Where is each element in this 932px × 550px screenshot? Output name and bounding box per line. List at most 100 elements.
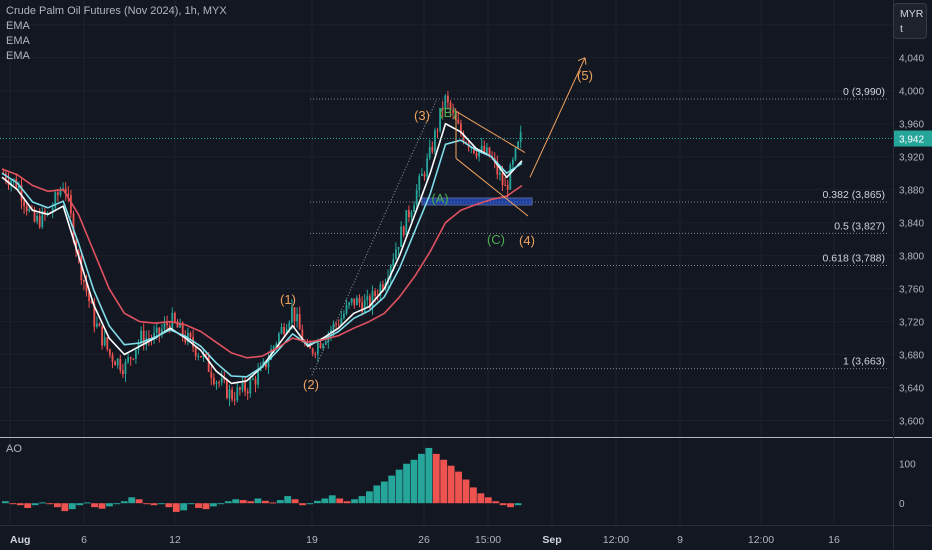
wave-label-3: (B) — [439, 105, 456, 120]
candle-body — [439, 107, 442, 131]
ao-bar — [410, 459, 418, 504]
y-tick-label-0: 3,600 — [899, 417, 924, 428]
candle-body — [98, 323, 101, 327]
wave-5-projection — [529, 57, 586, 178]
ao-bar — [98, 503, 106, 509]
ema-indicator-1[interactable]: EMA — [6, 20, 30, 32]
candle-body — [350, 298, 353, 303]
x-tick-label-3: 19 — [306, 534, 318, 546]
candle-body — [147, 338, 150, 340]
candle-body — [514, 148, 517, 160]
candle-body — [231, 389, 234, 400]
wave-label-2: (3) — [414, 108, 430, 123]
ao-bar — [366, 491, 373, 504]
candle-body — [254, 378, 257, 385]
candle-body — [205, 354, 208, 356]
candle-body — [519, 132, 522, 142]
candle-body — [189, 332, 192, 338]
candle-body — [511, 159, 514, 165]
ao-bar — [2, 501, 9, 504]
candle-body — [475, 153, 478, 157]
candle-body — [324, 342, 327, 345]
ema-lines — [1, 122, 523, 385]
time-axis[interactable]: Aug 6 12 19 26 15:00 Sep 12:00 9 12:00 16 — [10, 534, 840, 546]
candle-body — [106, 337, 109, 350]
candle-body — [420, 173, 423, 176]
candle-body — [184, 336, 187, 343]
candle-body — [194, 347, 197, 357]
candle-body — [168, 325, 171, 330]
candle-body — [80, 255, 83, 281]
candle-body — [257, 370, 260, 385]
candle-body — [145, 338, 148, 345]
currency-unit-button[interactable]: MYR t — [893, 3, 927, 39]
wave-drawings[interactable]: (1) (2) (3) (B) (A) (C) (4) (5) — [280, 57, 593, 392]
candle-body — [290, 307, 293, 323]
candle-body — [275, 343, 278, 347]
ao-bar — [31, 503, 39, 506]
candle-body — [340, 317, 343, 326]
fib-retracement[interactable]: 0 (3,990) 0.382 (3,865) 0.5 (3,827) 0.618 (… — [310, 86, 888, 370]
candle-body — [363, 300, 366, 313]
ao-bar — [91, 503, 98, 508]
x-tick-label-5: 15:00 — [475, 534, 501, 546]
ema-indicator-2[interactable]: EMA — [6, 35, 30, 47]
candle-body — [405, 210, 408, 236]
symbol-title[interactable]: Crude Palm Oil Futures (Nov 2024), 1h, M… — [6, 5, 227, 17]
candle-body — [20, 185, 23, 201]
wave-label-7: (5) — [577, 68, 593, 83]
candle-body — [293, 307, 296, 322]
ao-bar — [336, 498, 344, 504]
ao-bar — [9, 503, 17, 505]
candle-body — [179, 322, 182, 328]
candle-body — [433, 130, 436, 152]
candle-body — [441, 107, 444, 110]
ema-indicator-3[interactable]: EMA — [6, 50, 30, 62]
candle-body — [33, 209, 36, 222]
ao-bar — [195, 503, 202, 508]
ao-bar — [46, 503, 54, 505]
ema-line-3 — [1, 168, 523, 359]
candle-body — [397, 247, 400, 250]
ao-bar — [418, 453, 425, 504]
candle-body — [459, 123, 462, 134]
candle-body — [509, 164, 512, 190]
ao-bar — [217, 503, 225, 505]
y-tick-label-4: 3,760 — [899, 285, 924, 296]
price-axis[interactable]: 3,600 3,640 3,680 3,720 3,760 3,800 3,840 3,880… — [0, 21, 932, 428]
candle-body — [225, 379, 228, 399]
ao-bar — [314, 500, 321, 504]
candle-body — [85, 282, 88, 292]
candle-body — [329, 330, 332, 334]
ao-bar — [172, 503, 180, 512]
candle-body — [264, 361, 267, 368]
candle-body — [25, 206, 28, 212]
candle-body — [197, 356, 200, 358]
x-tick-label-1: 6 — [81, 534, 87, 546]
candle-body — [64, 188, 67, 194]
y-tick-label-10: 4,000 — [899, 87, 924, 98]
candle-body — [506, 185, 509, 190]
candle-body — [379, 284, 382, 297]
candle-body — [337, 324, 340, 326]
candle-body — [446, 95, 449, 103]
candle-body — [171, 312, 174, 330]
x-tick-label-7: 12:00 — [603, 534, 629, 546]
candle-body — [501, 172, 504, 186]
ao-bar — [321, 498, 329, 504]
candle-body — [23, 200, 26, 207]
candle-body — [504, 185, 507, 187]
candle-body — [517, 141, 520, 149]
candle-body — [400, 226, 403, 248]
ao-bar — [83, 502, 91, 504]
candle-body — [181, 322, 184, 337]
y-tick-label-5: 3,800 — [899, 252, 924, 263]
candle-body — [498, 172, 501, 175]
candle-body — [228, 389, 231, 399]
candle-body — [485, 147, 488, 154]
candle-body — [67, 193, 70, 196]
ao-bar — [143, 503, 150, 505]
ao-indicator-label[interactable]: AO — [6, 443, 22, 455]
ao-bar — [477, 493, 485, 504]
